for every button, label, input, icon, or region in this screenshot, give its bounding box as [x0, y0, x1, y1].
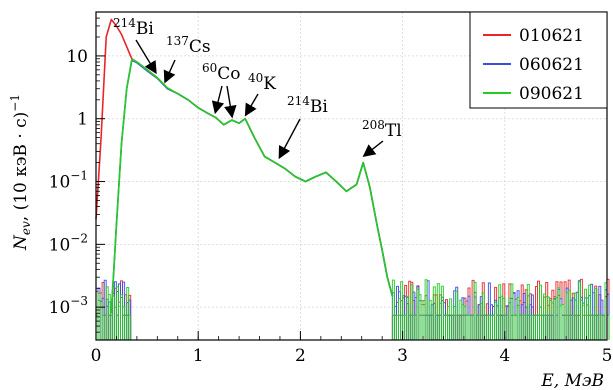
annotation-element: Co: [217, 64, 240, 84]
noise-tail: [95, 278, 610, 340]
annotation-mass-number: 60: [202, 61, 217, 75]
annotation-mass-number: 40: [248, 71, 263, 85]
legend: 010621 060621 090621: [469, 11, 608, 109]
annotation-label: 40K: [248, 71, 276, 94]
annotation-arrow: [135, 39, 157, 75]
x-tick-label: 2: [295, 346, 306, 366]
y-tick-base: 10: [49, 173, 71, 193]
y-tick-base: 10: [49, 298, 71, 318]
annotation-arrow: [163, 59, 176, 84]
annotation-arrow: [211, 85, 225, 115]
y-tick-exponent: −2: [70, 231, 88, 245]
x-axis-title: E, МэВ: [540, 371, 604, 390]
y-tick-label: 10−3: [49, 294, 88, 318]
series-line-060621: [110, 59, 394, 314]
y-axis-title-sup: −1: [8, 94, 22, 112]
x-tick-label: 1: [193, 346, 204, 366]
annotation-element: K: [263, 74, 276, 94]
axis-ticks: [95, 11, 608, 341]
y-tick-label: 10−2: [49, 231, 88, 255]
y-tick-base: 10: [49, 235, 71, 255]
x-tick-label: 0: [91, 346, 102, 366]
annotation-mass-number: 208: [362, 118, 385, 132]
legend-label: 090621: [519, 84, 584, 104]
annotation-label: 60Co: [202, 61, 241, 84]
y-tick-label: 10: [66, 47, 88, 67]
plot-frame: [95, 11, 608, 341]
legend-label: 010621: [519, 26, 584, 46]
x-tick-label: 5: [602, 346, 613, 366]
legend-label: 060621: [519, 55, 584, 75]
annotation-element: Bi: [136, 19, 154, 39]
y-tick-exponent: −3: [70, 294, 88, 308]
x-tick-label: 3: [397, 346, 408, 366]
annotation-label: 137Cs: [166, 34, 211, 57]
annotation-label: 214Bi: [113, 16, 154, 39]
noise-bars: [95, 286, 132, 340]
annotation-arrow: [362, 140, 384, 158]
series-line-010621: [95, 18, 394, 297]
annotation-element: Bi: [310, 97, 328, 117]
annotation-mass-number: 137: [166, 34, 189, 48]
y-axis-title-rest: , (10 кэВ · с): [11, 112, 31, 221]
series-line-090621: [110, 58, 394, 314]
series-lines: [95, 18, 394, 314]
x-tick-labels: 0 1 2 3 4 5: [91, 346, 613, 366]
x-tick-label: 4: [499, 346, 510, 366]
y-tick-exponent: −1: [70, 169, 88, 183]
annotation-label: 214Bi: [287, 94, 328, 117]
annotation-element: Cs: [189, 37, 211, 57]
y-tick-label: 1: [77, 110, 88, 130]
annotation-label: 208Tl: [362, 118, 402, 141]
annotation-arrow: [224, 85, 237, 119]
annotation-arrow: [244, 93, 259, 117]
y-axis-title: Nev, (10 кэВ · с)−1: [8, 94, 33, 251]
annotation-mass-number: 214: [287, 94, 310, 108]
annotation-mass-number: 214: [113, 16, 136, 30]
annotation-arrow: [278, 118, 301, 160]
noise-bars: [391, 279, 610, 340]
annotation-element: Tl: [385, 121, 402, 141]
y-axis-title-main: N: [11, 234, 31, 251]
y-axis-title-sub: ev: [19, 221, 33, 235]
y-tick-label: 10−1: [49, 169, 88, 193]
